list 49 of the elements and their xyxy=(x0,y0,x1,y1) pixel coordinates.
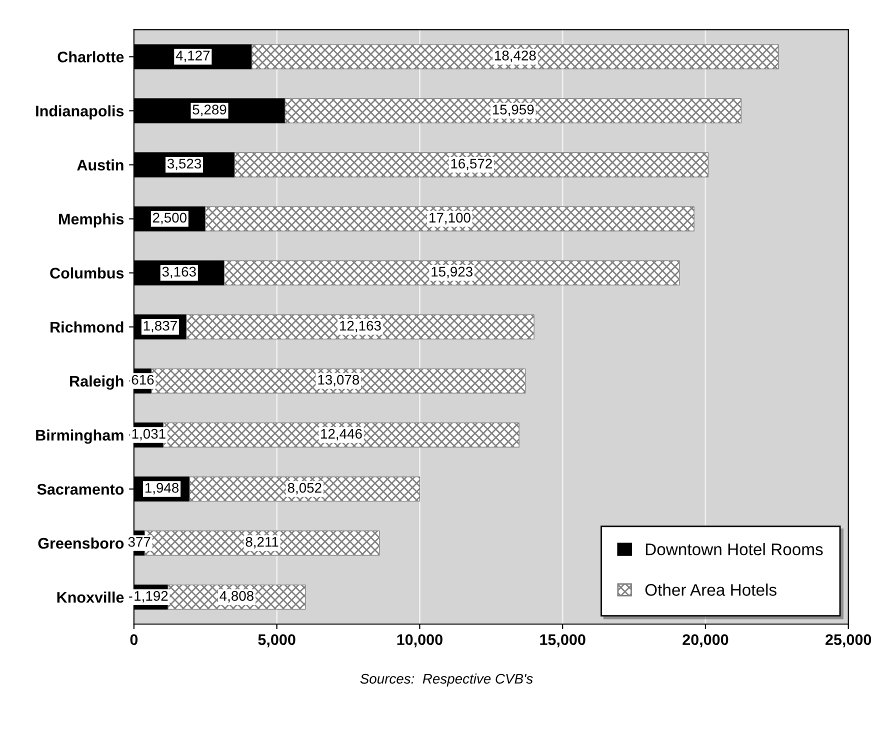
data-label: 18,428 xyxy=(495,50,536,62)
y-tick-label: Knoxville xyxy=(57,592,124,603)
legend-label: Other Area Hotels xyxy=(645,584,776,596)
legend-label: Downtown Hotel Rooms xyxy=(646,543,823,556)
data-label: 12,446 xyxy=(321,428,362,440)
data-label: 8,052 xyxy=(288,482,322,494)
y-tick-label: Richmond xyxy=(50,321,124,333)
bar xyxy=(189,476,420,502)
data-label: 15,959 xyxy=(492,104,534,116)
bar xyxy=(186,314,534,340)
data-label: 377 xyxy=(128,536,150,547)
y-tick-label: Sacramento xyxy=(37,484,124,495)
x-tick-label: 10,000 xyxy=(397,634,442,648)
x-tick-label: 5,000 xyxy=(258,634,296,648)
y-tick-label: Raleigh xyxy=(70,375,124,390)
data-label: 2,500 xyxy=(152,212,187,224)
data-label: 5,289 xyxy=(192,104,226,116)
bar xyxy=(224,260,680,286)
y-tick-label: Birmingham xyxy=(36,429,124,444)
data-label: 8,211 xyxy=(246,536,278,548)
bar xyxy=(205,206,694,232)
bar xyxy=(252,44,779,70)
y-tick-label: Columbus xyxy=(50,267,124,279)
bar xyxy=(234,152,709,178)
data-label: 13,078 xyxy=(318,374,360,386)
data-label: 16,572 xyxy=(451,158,492,170)
x-tick-label: 25,000 xyxy=(826,634,872,648)
data-label: 1,031 xyxy=(132,428,166,440)
y-tick-label: Memphis xyxy=(59,213,124,228)
bar xyxy=(284,98,742,124)
data-label: 17,100 xyxy=(430,212,470,224)
data-label: 1,948 xyxy=(145,482,179,494)
y-tick-label: Indianapolis xyxy=(36,105,124,120)
y-tick-label: Charlotte xyxy=(58,51,124,62)
data-label: 1,837 xyxy=(144,320,177,332)
x-tick-label: 15,000 xyxy=(540,634,586,648)
data-label: 3,523 xyxy=(167,158,202,170)
data-label: 4,127 xyxy=(176,50,210,62)
y-tick-label: Greensboro xyxy=(38,538,124,549)
y-tick-label: Austin xyxy=(77,159,124,170)
x-tick-label: 0 xyxy=(130,634,138,646)
source-note: Sources: Respective CVB's xyxy=(360,673,533,686)
data-label: 616 xyxy=(132,374,154,385)
data-label: 1,192 xyxy=(134,590,168,602)
data-label: 3,163 xyxy=(162,266,196,278)
data-label: 15,923 xyxy=(432,266,472,278)
data-label: 12,163 xyxy=(340,320,381,332)
data-label: 4,808 xyxy=(220,590,254,602)
x-tick-label: 20,000 xyxy=(682,634,728,648)
